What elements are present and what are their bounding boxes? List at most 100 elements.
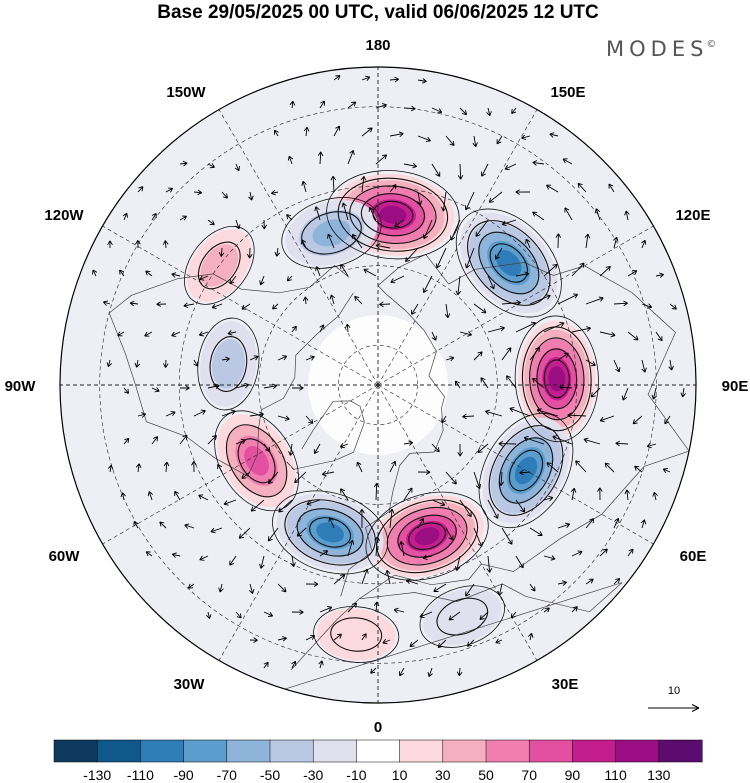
colorbar-swatch: [269, 739, 314, 763]
wind-vector: [543, 263, 558, 277]
wind-vector: [459, 331, 473, 337]
contour-line-layer: [184, 170, 599, 663]
lon-label-90w: 90W: [5, 378, 37, 395]
wind-vector: [319, 550, 329, 557]
wind-vector: [374, 536, 380, 557]
wind-vector: [456, 667, 463, 677]
colorbar-tick-label: 130: [647, 767, 671, 783]
wind-vector: [419, 611, 433, 619]
wind-vector: [599, 548, 608, 557]
wind-vector: [613, 236, 619, 249]
wind-vector: [223, 499, 237, 506]
colorbar-tick-label: 110: [604, 767, 627, 783]
wind-vector: [486, 107, 492, 117]
wind-vector: [313, 443, 321, 454]
wind-vector: [585, 518, 595, 529]
wind-vector: [608, 183, 615, 193]
contours-pos-3: [365, 491, 489, 581]
colorbar-swatch: [572, 739, 617, 763]
wind-vector: [641, 359, 647, 373]
wind-vector: [198, 494, 209, 501]
contour-line: [455, 208, 562, 318]
wind-vector: [249, 355, 259, 361]
wind-vector: [179, 160, 188, 167]
wind-vector: [250, 499, 265, 512]
wind-vector: [403, 487, 413, 501]
wind-vector: [292, 385, 304, 391]
wind-vector: [354, 295, 363, 305]
longitude-labels: 180 150E 120E 90E 60E 30E 0 30W 60W 90W …: [5, 37, 749, 736]
contours-neg-3: [478, 412, 574, 529]
wind-vector: [515, 271, 530, 277]
wind-vector: [151, 387, 160, 393]
anomaly-pos-6: [316, 608, 396, 661]
contour-line: [214, 410, 299, 512]
wind-vector: [640, 519, 647, 529]
wind-vector: [129, 300, 139, 307]
wind-vector: [361, 75, 371, 81]
contour-line: [508, 449, 544, 492]
contour-line: [365, 491, 489, 581]
wind-vector: [437, 639, 447, 648]
wind-vector: [450, 219, 461, 241]
wind-vector: [151, 436, 159, 445]
wind-vector: [455, 275, 462, 296]
wind-vector: [487, 275, 495, 290]
wind-vector: [457, 163, 464, 180]
wind-vector: [662, 468, 671, 474]
brand-logo-text: MODES: [606, 37, 708, 61]
reference-vector: 10: [648, 685, 700, 712]
wind-vector: [529, 583, 536, 592]
wind-vector: [497, 583, 503, 596]
anomaly-ring: [423, 588, 502, 646]
contours-pos-5: [184, 226, 255, 305]
wind-vector: [234, 163, 240, 172]
wind-vector: [193, 409, 206, 417]
wind-vector: [272, 303, 279, 310]
wind-vector: [532, 160, 545, 166]
colorbar-tick-label: -70: [217, 767, 237, 783]
wind-vector: [356, 461, 363, 473]
wind-vector: [652, 491, 658, 501]
contour-line: [184, 226, 255, 305]
wind-vector: [480, 163, 489, 177]
wind-vector: [498, 471, 505, 486]
wind-vector: [523, 435, 545, 445]
wind-vector: [373, 601, 380, 613]
wind-vector: [494, 247, 503, 260]
wind-vector: [303, 126, 310, 137]
wind-vector: [287, 155, 294, 165]
wind-vector: [147, 491, 153, 501]
anomaly-ring: [211, 339, 245, 389]
wind-vector: [277, 636, 287, 642]
wind-vector: [613, 577, 621, 585]
wind-vector: [261, 219, 267, 230]
wind-vector: [427, 667, 433, 677]
colorbar-swatch: [485, 739, 530, 763]
wind-vector: [221, 409, 236, 417]
wind-vector: [207, 434, 217, 445]
wind-vector: [263, 383, 278, 390]
lon-label-150w: 150W: [166, 84, 206, 101]
wind-vector: [389, 131, 404, 138]
anomaly-ring: [414, 527, 440, 546]
contour-line: [209, 336, 248, 392]
wind-vector: [529, 294, 551, 305]
wind-vector: [191, 461, 197, 473]
wind-vector: [515, 189, 531, 195]
wind-vector: [501, 527, 513, 545]
contour-line: [225, 424, 288, 498]
wind-vector: [207, 163, 215, 169]
contour-line: [514, 315, 599, 443]
wind-vector: [599, 265, 611, 277]
wind-vector: [515, 321, 536, 333]
wind-vector: [627, 548, 634, 557]
wind-vector: [370, 667, 377, 674]
lon-label-0: 0: [374, 719, 382, 736]
wind-vector: [328, 517, 335, 529]
wind-vector: [277, 415, 290, 421]
wind-vector: [422, 554, 433, 561]
colorbar-tick-label: 30: [435, 767, 451, 783]
wind-vector: [655, 331, 663, 342]
wind-vector: [584, 233, 591, 249]
